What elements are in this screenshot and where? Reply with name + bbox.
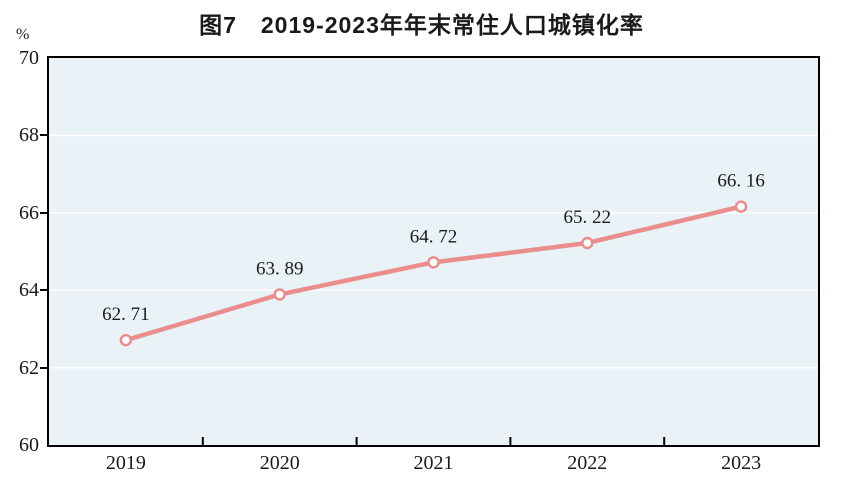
y-tick-label: 66 <box>19 201 39 224</box>
data-point-marker <box>581 236 594 250</box>
line-chart-canvas: 62. 71 63. 89 64. 72 65. 22 66. 16 <box>49 134 818 445</box>
chart-title: 图7 2019-2023年年末常住人口城镇化率 <box>199 12 644 38</box>
plot-area: 62. 71 63. 89 64. 72 65. 22 66. 16 <box>47 56 820 447</box>
x-tick-label: 2019 <box>105 452 146 474</box>
data-point-label: 66. 16 <box>717 171 765 192</box>
data-point-marker <box>734 200 748 213</box>
data-point-marker <box>427 256 440 269</box>
x-tick-label: 2020 <box>259 452 300 474</box>
y-tick-mark <box>40 211 47 214</box>
data-point-label: 63. 89 <box>256 258 304 279</box>
data-point-marker <box>273 288 286 301</box>
y-tick-label: 60 <box>19 434 39 456</box>
x-tick-label: 2022 <box>567 452 608 474</box>
data-point-label: 65. 22 <box>564 207 612 228</box>
x-tick-label: 2021 <box>413 452 454 474</box>
y-tick-label: 68 <box>19 124 39 147</box>
y-tick-label: 62 <box>19 356 39 379</box>
y-tick-label: 64 <box>19 279 39 302</box>
y-tick-mark <box>40 366 47 369</box>
y-axis-unit-label: % <box>16 26 30 43</box>
x-tick-label: 2023 <box>721 452 762 474</box>
data-point-label: 62. 71 <box>102 304 149 325</box>
data-point-marker <box>119 333 133 347</box>
y-tick-mark <box>40 289 47 292</box>
y-tick-label: 70 <box>19 47 39 69</box>
data-point-label: 64. 72 <box>410 226 458 247</box>
y-tick-mark <box>40 134 47 137</box>
